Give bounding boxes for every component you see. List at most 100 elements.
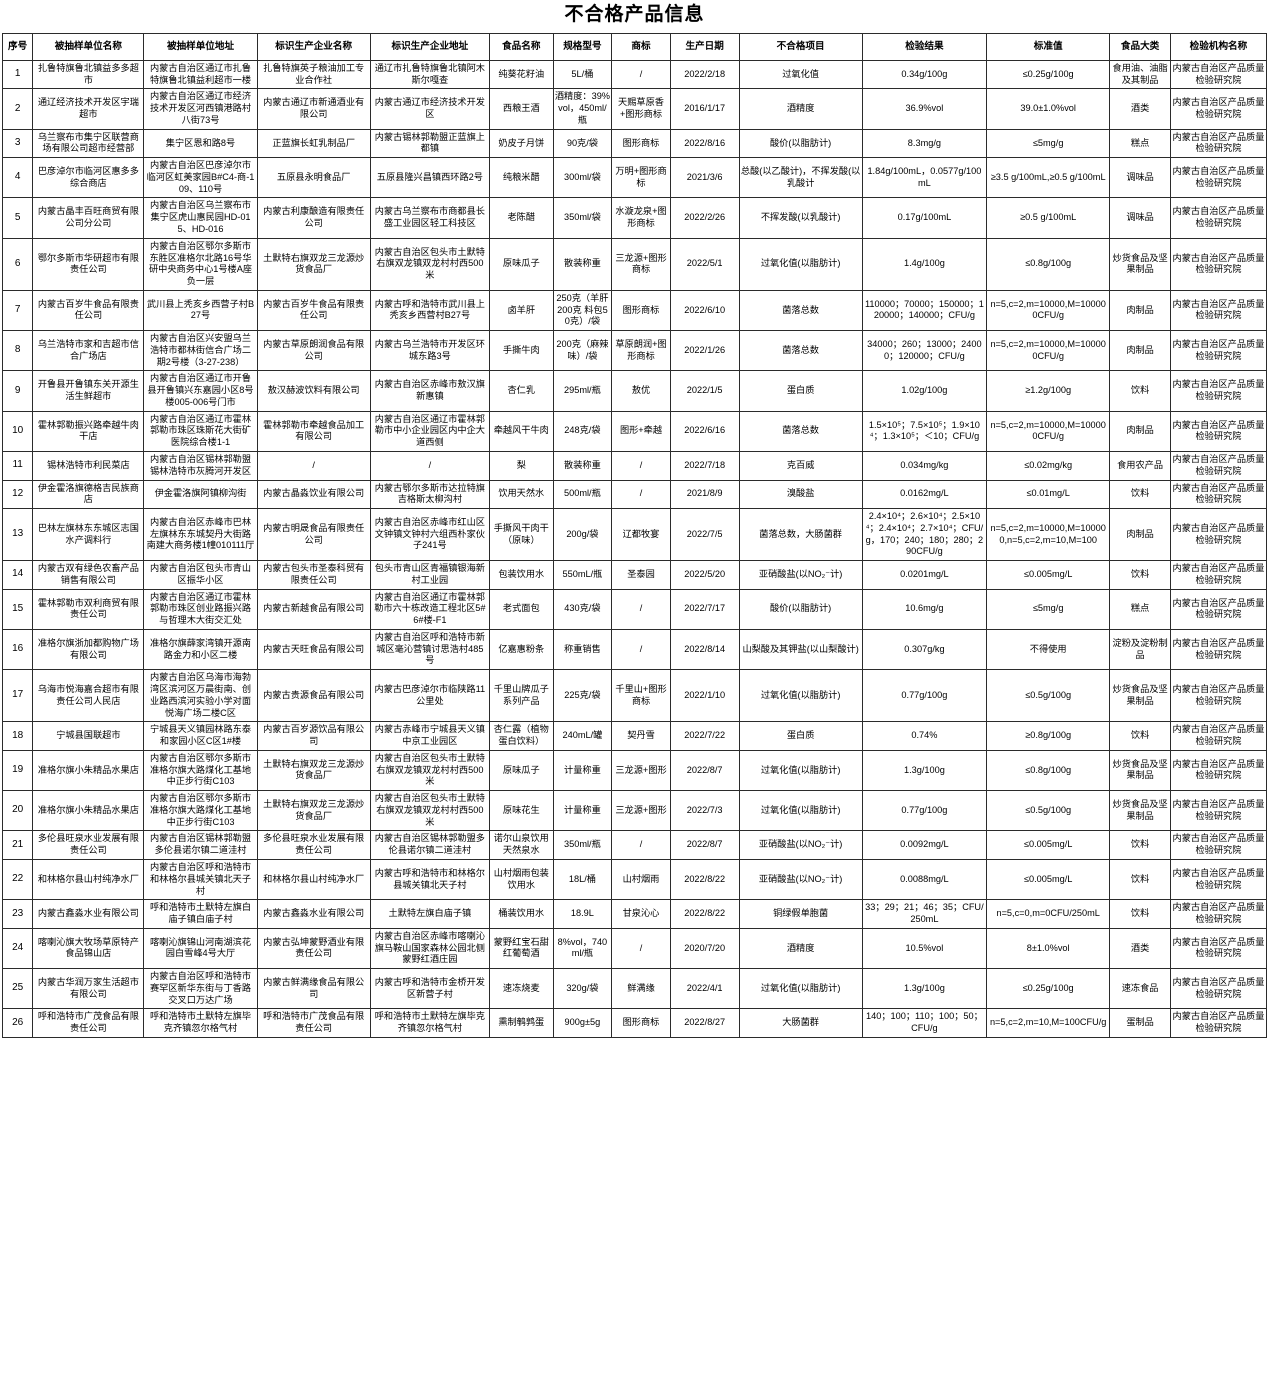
column-header-food: 食品名称 xyxy=(488,32,554,61)
cell-brand: 千里山+图形商标 xyxy=(611,669,671,723)
cell-prod_name: 内蒙古利康酿造有限责任公司 xyxy=(256,197,371,239)
cell-spec: 320g/袋 xyxy=(552,968,613,1010)
cell-samp_addr: 内蒙古自治区锡林郭勒盟多伦县诺尔镇二道洼村 xyxy=(143,830,258,860)
cell-prod_addr: / xyxy=(369,451,490,481)
cell-standard: ≤0.005mg/L xyxy=(986,858,1111,901)
table-row: 17 乌海市悦海嘉合超市有限责任公司人民店 内蒙古自治区乌海市海勃湾区滨河区万晨街南… xyxy=(1,669,1268,723)
cell-spec: 350ml/袋 xyxy=(552,197,613,239)
cell-brand: 天赐草原香+图形商标 xyxy=(611,88,671,130)
cell-result: 0.77g/100g xyxy=(861,669,988,723)
cell-samp_unit: 扎鲁特旗鲁北镇益多多超市 xyxy=(32,59,145,90)
cell-agency: 内蒙古自治区产品质量检验研究院 xyxy=(1169,451,1268,481)
cell-seq: 14 xyxy=(1,560,34,590)
table-row: 18 宁城县国联超市 宁城县天义镇园林路东泰和家园小区C区1#楼 内蒙古百岁源饮品有限… xyxy=(1,721,1268,751)
column-header-date: 生产日期 xyxy=(669,32,740,61)
cell-result: 110000；70000；150000；120000；140000；CFU/g xyxy=(861,289,988,332)
cell-date: 2021/3/6 xyxy=(669,157,740,199)
cell-prod_addr: 内蒙古自治区赤峰市红山区文钟镇文钟村六组西朴家伙子241号 xyxy=(369,508,490,562)
cell-agency: 内蒙古自治区产品质量检验研究院 xyxy=(1169,588,1268,630)
cell-prod_addr: 内蒙古乌兰察布市商都县长盛工业园区轻工科技区 xyxy=(369,197,490,239)
cell-samp_unit: 多伦县旺泉水业发展有限责任公司 xyxy=(32,830,145,860)
cell-result: 10.6mg/g xyxy=(861,588,988,630)
cell-standard: ≥1.2g/100g xyxy=(986,370,1111,412)
cell-agency: 内蒙古自治区产品质量检验研究院 xyxy=(1169,88,1268,130)
cell-item: 蛋白质 xyxy=(738,370,863,412)
cell-spec: 散装称重 xyxy=(552,451,613,481)
cell-brand: / xyxy=(611,830,671,860)
cell-brand: 三龙源+图形 xyxy=(611,790,671,832)
cell-brand: / xyxy=(611,588,671,630)
cell-standard: n=5,c=2,m=10000,M=100000CFU/g xyxy=(986,330,1111,372)
cell-prod_addr: 呼和浩特市土默特左旗毕克齐镇忽尔格气村 xyxy=(369,1008,490,1038)
cell-category: 饮料 xyxy=(1109,899,1171,929)
cell-date: 2022/1/10 xyxy=(669,669,740,723)
cell-prod_name: 呼和浩特市广茂食品有限责任公司 xyxy=(256,1008,371,1038)
cell-category: 酒类 xyxy=(1109,88,1171,130)
cell-standard: ≤0.25g/100g xyxy=(986,59,1111,90)
cell-food: 杏仁乳 xyxy=(488,370,554,412)
cell-spec: 200克（麻辣味）/袋 xyxy=(552,330,613,372)
cell-result: 1.84g/100mL，0.0577g/100mL xyxy=(861,157,988,199)
cell-food: 蒙野红宝石甜红葡萄酒 xyxy=(488,927,554,970)
cell-seq: 19 xyxy=(1,749,34,792)
cell-samp_unit: 伊金霍洛旗德格吉民族商店 xyxy=(32,479,145,510)
cell-prod_name: 五原县永明食品厂 xyxy=(256,157,371,199)
cell-result: 36.9%vol xyxy=(861,88,988,130)
cell-prod_name: 内蒙古鲜满缘食品有限公司 xyxy=(256,968,371,1010)
cell-result: 1.5×10⁵；7.5×10⁵；1.9×10⁴；1.3×10⁵；＜10；CFU/… xyxy=(861,410,988,453)
cell-prod_addr: 内蒙古通辽市经济技术开发区 xyxy=(369,88,490,130)
cell-brand: 甘泉沁心 xyxy=(611,899,671,929)
cell-agency: 内蒙古自治区产品质量检验研究院 xyxy=(1169,128,1268,159)
cell-result: 1.3g/100g xyxy=(861,968,988,1010)
cell-food: 包装饮用水 xyxy=(488,560,554,590)
table-row: 10 霍林郭勒振兴路牵越牛肉干店 内蒙古自治区通辽市霍林郭勒市珠区珠斯花大街矿医院综… xyxy=(1,410,1268,453)
cell-samp_unit: 宁城县国联超市 xyxy=(32,721,145,751)
cell-spec: 350ml/瓶 xyxy=(552,830,613,860)
cell-result: 1.3g/100g xyxy=(861,749,988,792)
cell-seq: 12 xyxy=(1,479,34,510)
cell-samp_addr: 内蒙古自治区巴彦淖尔市临河区虹美家园B#C4-商-109、110号 xyxy=(143,157,258,199)
cell-seq: 4 xyxy=(1,157,34,199)
cell-samp_unit: 乌兰察布市集宁区联营商场有限公司超市经营部 xyxy=(32,128,145,159)
cell-item: 过氧化值(以脂肪计) xyxy=(738,968,863,1010)
cell-brand: 图形+牵越 xyxy=(611,410,671,453)
cell-category: 饮料 xyxy=(1109,560,1171,590)
cell-food: 杏仁露（植物蛋白饮料） xyxy=(488,721,554,751)
cell-prod_name: 正蓝旗长虹乳制品厂 xyxy=(256,128,371,159)
cell-samp_addr: 内蒙古自治区鄂尔多斯市东胜区准格尔北路16号华研中央商务中心1号楼A座负一层 xyxy=(143,237,258,291)
cell-food: 牵越风干牛肉 xyxy=(488,410,554,453)
cell-brand: 三龙源+图形 xyxy=(611,749,671,792)
cell-brand: 辽都牧宴 xyxy=(611,508,671,562)
cell-prod_addr: 内蒙古自治区包头市土默特右旗双龙镇双龙村村西500米 xyxy=(369,237,490,291)
table-row: 8 乌兰浩特市家和吉超市信合广场店 内蒙古自治区兴安盟乌兰浩特市都林街信合广场二期2… xyxy=(1,330,1268,372)
cell-prod_name: 内蒙古通辽市新通酒业有限公司 xyxy=(256,88,371,130)
cell-item: 亚硝酸盐(以NO₂⁻计) xyxy=(738,858,863,901)
cell-seq: 2 xyxy=(1,88,34,130)
cell-agency: 内蒙古自治区产品质量检验研究院 xyxy=(1169,330,1268,372)
cell-prod_name: 土默特右旗双龙三龙源炒货食品厂 xyxy=(256,749,371,792)
cell-spec: 18L/桶 xyxy=(552,858,613,901)
cell-result: 0.74% xyxy=(861,721,988,751)
cell-standard: ≥0.8g/100g xyxy=(986,721,1111,751)
cell-agency: 内蒙古自治区产品质量检验研究院 xyxy=(1169,508,1268,562)
cell-result: 0.34g/100g xyxy=(861,59,988,90)
column-header-seq: 序号 xyxy=(1,32,34,61)
table-row: 20 准格尔旗小朱精品水果店 内蒙古自治区鄂尔多斯市准格尔旗大路煤化工基地中正步行街… xyxy=(1,790,1268,832)
cell-prod_name: 霍林郭勒市牵越食品加工有限公司 xyxy=(256,410,371,453)
cell-standard: ≤0.01mg/L xyxy=(986,479,1111,510)
cell-prod_addr: 五原县隆兴昌镇西环路2号 xyxy=(369,157,490,199)
cell-samp_unit: 呼和浩特市广茂食品有限责任公司 xyxy=(32,1008,145,1038)
cell-brand: 鲜满缘 xyxy=(611,968,671,1010)
cell-brand: 敖优 xyxy=(611,370,671,412)
cell-agency: 内蒙古自治区产品质量检验研究院 xyxy=(1169,721,1268,751)
cell-samp_addr: 内蒙古自治区通辽市霍林郭勒市珠区创业路振兴路与哲理木大街交汇处 xyxy=(143,588,258,630)
table-row: 16 准格尔旗浙加都购物广场有限公司 准格尔旗薛家湾镇开源南路金力和小区二楼 内蒙古天… xyxy=(1,628,1268,671)
cell-spec: 248克/袋 xyxy=(552,410,613,453)
cell-agency: 内蒙古自治区产品质量检验研究院 xyxy=(1169,157,1268,199)
cell-seq: 7 xyxy=(1,289,34,332)
cell-category: 饮料 xyxy=(1109,830,1171,860)
cell-agency: 内蒙古自治区产品质量检验研究院 xyxy=(1169,59,1268,90)
cell-category: 肉制品 xyxy=(1109,508,1171,562)
cell-item: 总酸(以乙酸计)，不挥发酸(以乳酸计 xyxy=(738,157,863,199)
cell-prod_addr: 内蒙古锡林郭勒盟正蓝旗上都镇 xyxy=(369,128,490,159)
